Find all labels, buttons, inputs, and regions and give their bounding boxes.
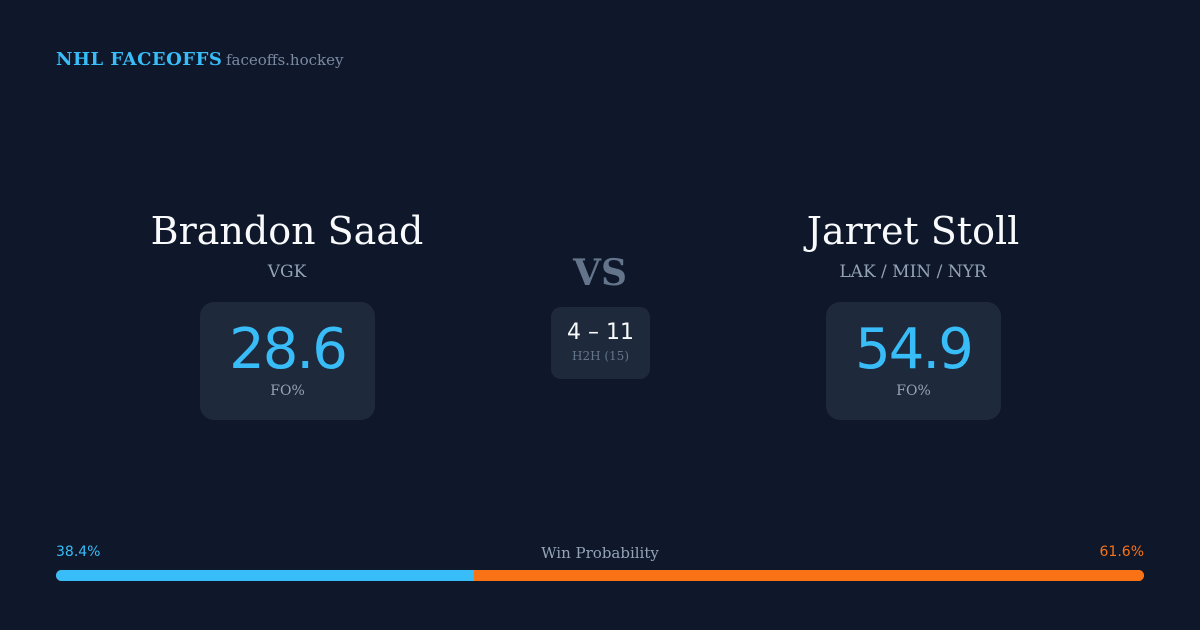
left-win-pct: 38.4% xyxy=(56,544,101,560)
left-win-bar xyxy=(56,570,474,581)
right-fo-card: 54.9 FO% xyxy=(826,302,1001,420)
win-probability-bar xyxy=(56,570,1144,581)
brand-title: NHL FACEOFFS xyxy=(56,49,223,70)
right-player: Jarret Stoll LAK / MIN / NYR xyxy=(713,206,1113,282)
h2h-label: H2H (15) xyxy=(571,349,629,363)
left-player-team: VGK xyxy=(267,262,307,282)
left-fo-label: FO% xyxy=(270,383,305,399)
left-fo-value: 28.6 xyxy=(229,317,348,382)
vs-label: VS xyxy=(573,252,627,294)
site-domain: faceoffs.hockey xyxy=(226,51,344,69)
h2h-card: 4 – 11 H2H (15) xyxy=(551,307,650,379)
right-player-team: LAK / MIN / NYR xyxy=(839,262,987,282)
win-probability-label: Win Probability xyxy=(541,544,659,562)
right-win-pct: 61.6% xyxy=(1099,544,1144,560)
right-fo-label: FO% xyxy=(896,383,931,399)
left-fo-card: 28.6 FO% xyxy=(200,302,375,420)
right-win-bar xyxy=(473,570,1144,581)
h2h-score: 4 – 11 xyxy=(567,320,634,345)
left-player-name: Brandon Saad xyxy=(150,209,424,253)
left-player: Brandon Saad VGK xyxy=(87,206,487,282)
right-player-name: Jarret Stoll xyxy=(806,209,1020,253)
right-fo-value: 54.9 xyxy=(855,317,974,382)
